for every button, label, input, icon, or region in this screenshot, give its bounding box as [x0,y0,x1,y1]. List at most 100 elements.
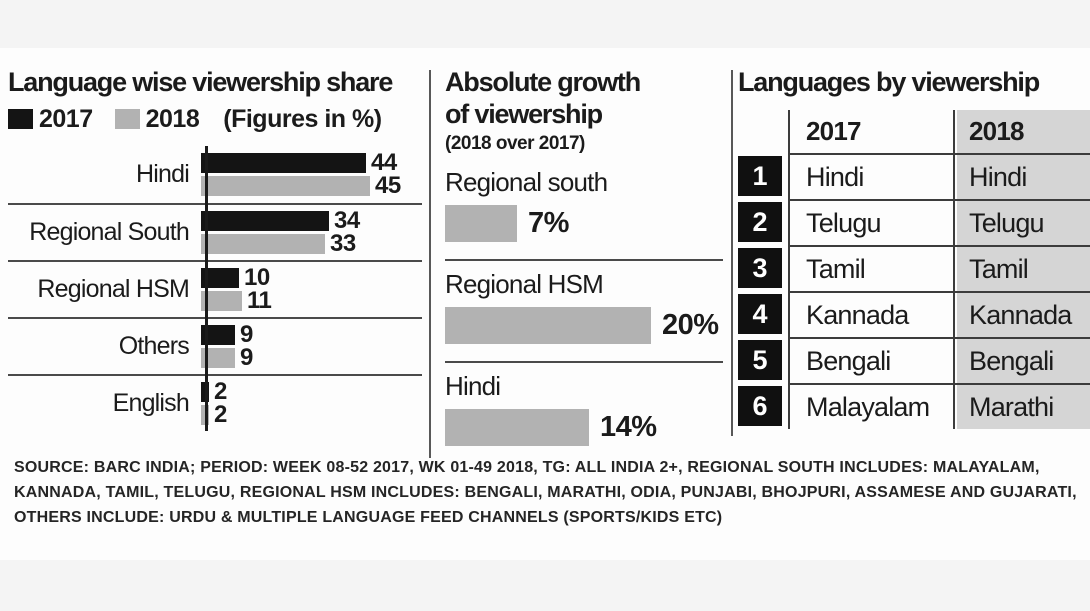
source-line-2: KANNADA, TAMIL, TELUGU, REGIONAL HSM INC… [14,484,1077,501]
rank-table-body: 1 Hindi Hindi 2 Telugu Telugu 3 Tamil Tamil 4 Kann… [738,153,1090,429]
growth-label: Hindi [445,371,501,401]
cell-2017: Tamil [790,245,957,291]
bar-line-2018: 2 [201,401,422,428]
cell-2018: Telugu [957,199,1090,245]
growth-bar [445,409,589,446]
legend-label-2018: 2018 [145,104,200,133]
legend-swatch-2018 [114,109,140,129]
growth-item-regional-hsm: Regional HSM 20% [445,259,723,344]
rank-table-title: Languages by viewership [738,67,1040,97]
category-bars: 34 33 [198,207,422,257]
growth-bar [445,205,517,242]
share-chart-legend: 2017 2018 (Figures in %) [8,105,422,133]
bar-line-2018: 11 [201,287,422,314]
rank-table-row: 3 Tamil Tamil [738,245,1090,291]
share-row-english: English 2 2 [8,374,422,431]
cell-2018: Marathi [957,383,1090,429]
cell-2018: Bengali [957,337,1090,383]
growth-label: Regional HSM [445,269,604,299]
bar-value: 9 [240,321,253,348]
rank-table-row: 4 Kannada Kannada [738,291,1090,337]
share-chart-title: Language wise viewership share [8,67,393,97]
bar-value: 33 [330,230,356,257]
rank-header-cell [738,110,790,153]
rank-table-row: 6 Malayalam Marathi [738,383,1090,429]
growth-item-regional-south: Regional south 7% [445,167,723,242]
growth-value: 20% [662,309,719,341]
rank-table-header-row: 2017 2018 [738,110,1090,153]
category-label: Regional HSM [37,275,189,303]
bar-2017 [201,268,239,288]
source-line-1: SOURCE: BARC INDIA; PERIOD: WEEK 08-52 2… [14,459,1040,476]
category-bars: 44 45 [198,149,422,199]
source-line-3: OTHERS INCLUDE: URDU & MULTIPLE LANGUAGE… [14,509,723,526]
rank-cell: 1 [738,153,790,199]
panel-divider-right [731,70,733,436]
growth-label: Regional south [445,167,608,197]
rank-cell: 6 [738,383,790,429]
rank-cell: 3 [738,245,790,291]
cell-2017: Telugu [790,199,957,245]
column-header-2017: 2017 [806,116,861,146]
growth-bar-line: 14% [445,409,723,446]
category-bars: 10 11 [198,264,422,314]
rank-table-row: 5 Bengali Bengali [738,337,1090,383]
bar-value: 10 [244,264,270,291]
category-label: English [112,389,190,417]
bar-2017 [201,211,329,231]
bar-line-2018: 45 [201,172,422,199]
category-label: Others [118,332,190,360]
rank-badge: 3 [738,248,782,288]
panel-divider-left [429,70,431,458]
bar-2018 [201,176,370,196]
column-header-2018: 2018 [957,110,1090,153]
rank-badge: 4 [738,294,782,334]
rank-cell: 5 [738,337,790,383]
share-chart-axis [205,146,208,431]
share-chart: Hindi 44 45 Regional South 34 33 Regional HSM 1… [8,146,422,431]
share-chart-rows: Hindi 44 45 Regional South 34 33 Regional HSM 1… [8,146,422,431]
rank-badge: 1 [738,156,782,196]
cell-2018: Tamil [957,245,1090,291]
cell-2017: Malayalam [790,383,957,429]
rank-table-row: 1 Hindi Hindi [738,153,1090,199]
bar-line-2018: 33 [201,230,422,257]
source-note: SOURCE: BARC INDIA; PERIOD: WEEK 08-52 2… [14,455,1078,530]
share-row-regional-south: Regional South 34 33 [8,203,422,260]
cell-2018: Hindi [957,153,1090,199]
bar-2018 [201,234,325,254]
bar-value: 2 [214,378,227,405]
cell-2017: Kannada [790,291,957,337]
bar-value: 34 [334,207,360,234]
bar-value: 2 [214,401,227,428]
bar-line-2017: 10 [201,264,422,291]
cell-2017: Bengali [790,337,957,383]
bar-line-2017: 44 [201,149,422,176]
panel-language-share: Language wise viewership share 2017 2018… [8,66,422,431]
cell-2018: Kannada [957,291,1090,337]
bar-value: 45 [375,172,401,199]
bar-line-2017: 34 [201,207,422,234]
bar-value: 11 [247,287,272,314]
bar-2018 [201,291,242,311]
growth-item-hindi: Hindi 14% [445,361,723,446]
rank-cell: 4 [738,291,790,337]
bar-value: 9 [240,344,253,371]
figures-unit-note: (Figures in %) [223,104,382,133]
bar-value: 44 [371,149,397,176]
growth-bar [445,307,651,344]
table-vline-years [953,110,955,429]
rank-badge: 5 [738,340,782,380]
rank-badge: 6 [738,386,782,426]
growth-value: 14% [600,411,657,443]
infographic-board [0,48,1090,560]
rank-badge: 2 [738,202,782,242]
table-vline-rank [788,110,790,429]
bar-line-2018: 9 [201,344,422,371]
growth-title-line2: of viewership [445,99,603,129]
legend-label-2017: 2017 [39,104,93,133]
bar-2018 [201,348,235,368]
